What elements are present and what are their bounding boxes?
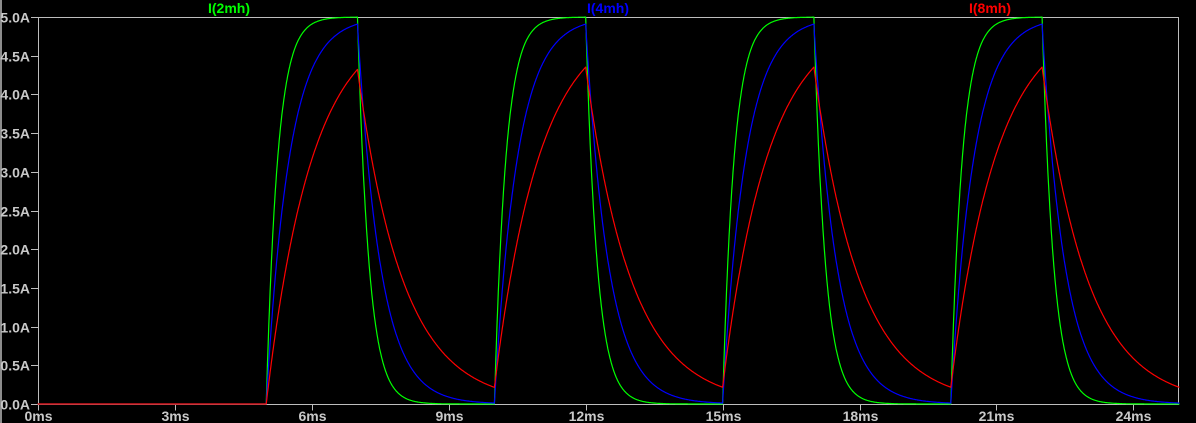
x-axis-tick-label: 12ms (569, 408, 605, 423)
y-axis-tick-label: 5.0A (0, 10, 30, 26)
y-axis-tick-label: 0.5A (0, 358, 30, 374)
trace-i8mh (37, 66, 1180, 405)
plot-border (38, 17, 1179, 405)
y-axis-tick-label: 3.5A (0, 126, 30, 142)
y-axis-tick-label: 2.5A (0, 204, 30, 220)
y-axis-tick-label: 1.0A (0, 320, 30, 336)
trace-label-i4mh[interactable]: I(4mh) (587, 0, 629, 16)
x-axis-tick-label: 0ms (24, 408, 52, 423)
y-axis-tick-label: 0.0A (0, 397, 30, 413)
y-axis-tick-label: 2.0A (0, 242, 30, 258)
y-axis-tick-label: 4.0A (0, 87, 30, 103)
trace-label-i8mh[interactable]: I(8mh) (969, 0, 1011, 16)
trace-label-i2mh[interactable]: I(2mh) (208, 0, 250, 16)
x-axis-tick-label: 9ms (435, 408, 463, 423)
y-axis-tick-label: 4.5A (0, 49, 30, 65)
y-axis-tick-label: 1.5A (0, 281, 30, 297)
trace-i4mh (37, 23, 1180, 405)
x-axis-tick-label: 24ms (1116, 408, 1152, 423)
x-axis-tick-label: 3ms (161, 408, 189, 423)
x-axis-tick-label: 15ms (706, 408, 742, 423)
x-axis-tick-label: 18ms (843, 408, 879, 423)
pane-left-edge (0, 0, 2, 423)
x-axis-tick-label: 6ms (298, 408, 326, 423)
x-axis-tick-label: 21ms (979, 408, 1015, 423)
y-axis-tick-label: 3.0A (0, 165, 30, 181)
trace-i2mh (37, 16, 1180, 405)
